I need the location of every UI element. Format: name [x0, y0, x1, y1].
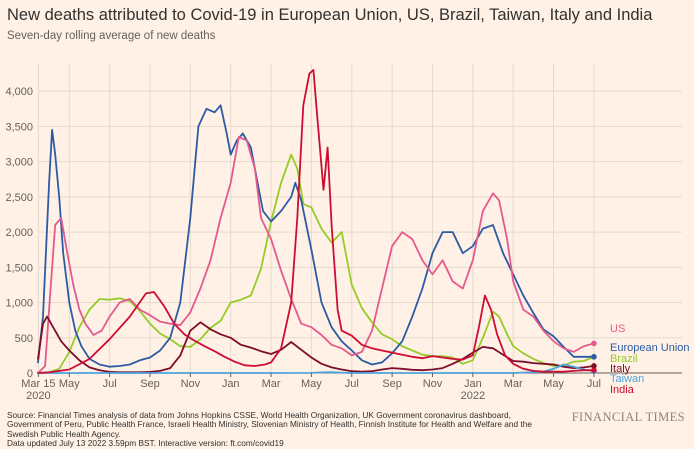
source-line-1: Source: Financial Times analysis of data… [7, 410, 511, 420]
legend-label-india: India [610, 384, 635, 396]
x-tick-label: Jan [222, 378, 240, 390]
data-updated: Data updated July 13 2022 3.59pm BST. In… [7, 438, 284, 449]
x-tick-label: Sep [140, 378, 160, 390]
series-end-dot-european-union [591, 353, 597, 360]
x-tick-label: Jul [103, 378, 117, 390]
series-lines [37, 69, 595, 374]
series-line-european-union [37, 104, 595, 368]
x-tick-label: Jul [587, 378, 601, 390]
x-tick-label: Jan [464, 378, 482, 390]
y-tick-label: 4,000 [5, 86, 33, 98]
x-tick-label: Jul [345, 378, 359, 390]
source-line-2: Government of Peru, Public Health France… [7, 419, 532, 430]
ft-logo: FINANCIAL TIMES [571, 410, 685, 424]
x-tick-label: Mar 15 [21, 378, 55, 390]
series-line-us [37, 136, 595, 374]
legend-label-italy: Italy [610, 363, 631, 375]
x-tick-label: Sep [382, 378, 402, 390]
x-tick-year-label: 2022 [461, 390, 485, 402]
legend-label-brazil: Brazil [610, 353, 638, 365]
series-line-brazil [37, 153, 595, 374]
chart-title: New deaths attributed to Covid-19 in Eur… [7, 6, 653, 24]
y-tick-label: 3,000 [5, 157, 33, 169]
footer-source: Source: Financial Times analysis of data… [7, 410, 547, 449]
series-end-dot-us [591, 340, 597, 347]
series-end-markers [591, 340, 597, 375]
chart-subtitle: Seven-day rolling average of new deaths [7, 30, 216, 42]
series-line-india [37, 69, 595, 374]
y-tick-label: 1,000 [5, 298, 33, 310]
y-tick-label: 2,000 [5, 227, 33, 239]
y-tick-label: 500 [15, 333, 33, 345]
legend-label-us: US [610, 323, 625, 335]
x-tick-label: May [59, 378, 80, 390]
legend-label-european-union: European Union [610, 342, 690, 354]
y-tick-label: 2,500 [5, 192, 33, 204]
x-tick-label: May [543, 378, 564, 390]
y-axis: 0 500 1,000 1,500 2,000 2,500 3,000 3,500 4,000 [5, 86, 33, 380]
series-end-dot-india [591, 367, 597, 373]
x-tick-label: Mar [262, 378, 281, 390]
grid [37, 63, 682, 374]
y-tick-label: 1,500 [5, 262, 33, 274]
legend-label-taiwan: Taiwan [610, 373, 644, 385]
x-tick-label: Nov [181, 378, 201, 390]
x-tick-label: Nov [423, 378, 443, 390]
x-tick-label: May [301, 378, 322, 390]
x-tick-year-label: 2020 [26, 390, 50, 402]
source-line-3: Swedish Public Health Agency. [7, 428, 121, 439]
y-tick-label: 0 [27, 368, 33, 380]
y-tick-label: 3,500 [5, 121, 33, 133]
series-end-dot-italy [591, 363, 597, 369]
x-tick-label: Mar [504, 378, 523, 390]
